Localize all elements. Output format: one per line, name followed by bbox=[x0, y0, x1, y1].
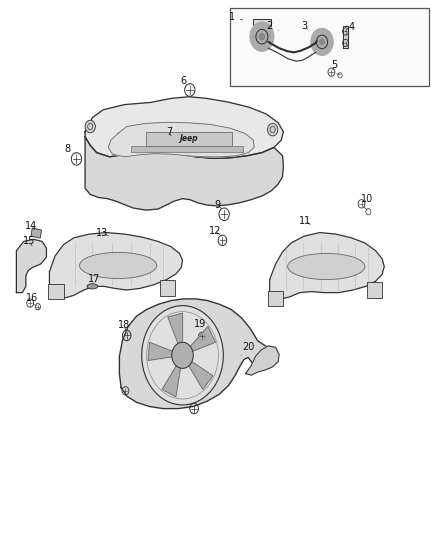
Bar bbox=[230, 8, 429, 86]
Polygon shape bbox=[187, 360, 213, 390]
Ellipse shape bbox=[80, 253, 157, 279]
Text: 14: 14 bbox=[25, 221, 37, 231]
Text: 11: 11 bbox=[299, 216, 311, 226]
Text: 4: 4 bbox=[346, 22, 355, 33]
Ellipse shape bbox=[288, 254, 365, 280]
Circle shape bbox=[268, 123, 278, 136]
Bar bbox=[367, 282, 382, 298]
Text: 7: 7 bbox=[166, 127, 173, 137]
Bar bbox=[160, 280, 175, 296]
Text: 13: 13 bbox=[96, 228, 108, 238]
Text: 16: 16 bbox=[26, 293, 39, 303]
Text: 19: 19 bbox=[194, 319, 206, 332]
Text: 12: 12 bbox=[208, 226, 221, 236]
Text: 18: 18 bbox=[117, 320, 130, 330]
Text: 5: 5 bbox=[331, 60, 337, 70]
Text: 10: 10 bbox=[361, 193, 373, 204]
Bar bbox=[48, 284, 64, 300]
Text: 1: 1 bbox=[229, 12, 243, 22]
Polygon shape bbox=[270, 232, 384, 299]
Text: 20: 20 bbox=[241, 343, 254, 356]
Text: 6: 6 bbox=[181, 76, 190, 86]
Polygon shape bbox=[168, 313, 183, 346]
Polygon shape bbox=[162, 364, 181, 397]
Bar bbox=[253, 19, 271, 28]
Polygon shape bbox=[343, 26, 348, 48]
Text: 3: 3 bbox=[302, 21, 308, 31]
Polygon shape bbox=[85, 97, 283, 158]
Bar bbox=[131, 147, 243, 151]
Text: 8: 8 bbox=[65, 144, 77, 155]
Polygon shape bbox=[120, 299, 277, 409]
Text: 9: 9 bbox=[215, 200, 221, 211]
Circle shape bbox=[172, 342, 193, 368]
Circle shape bbox=[320, 39, 324, 45]
Circle shape bbox=[250, 22, 274, 51]
Bar bbox=[146, 132, 232, 147]
Text: 17: 17 bbox=[88, 274, 100, 284]
Bar bbox=[268, 290, 283, 306]
Polygon shape bbox=[108, 123, 254, 157]
Polygon shape bbox=[246, 346, 279, 375]
Polygon shape bbox=[16, 239, 46, 293]
Polygon shape bbox=[148, 342, 174, 360]
Circle shape bbox=[85, 120, 95, 133]
Polygon shape bbox=[85, 137, 283, 210]
Polygon shape bbox=[189, 327, 215, 352]
Text: Jeep: Jeep bbox=[179, 134, 198, 143]
Bar bbox=[31, 228, 42, 238]
Circle shape bbox=[142, 306, 223, 405]
Text: 15: 15 bbox=[23, 237, 35, 246]
Circle shape bbox=[259, 34, 265, 40]
Text: 2: 2 bbox=[267, 21, 278, 31]
Polygon shape bbox=[49, 232, 183, 298]
Circle shape bbox=[311, 28, 333, 55]
Ellipse shape bbox=[87, 284, 98, 289]
